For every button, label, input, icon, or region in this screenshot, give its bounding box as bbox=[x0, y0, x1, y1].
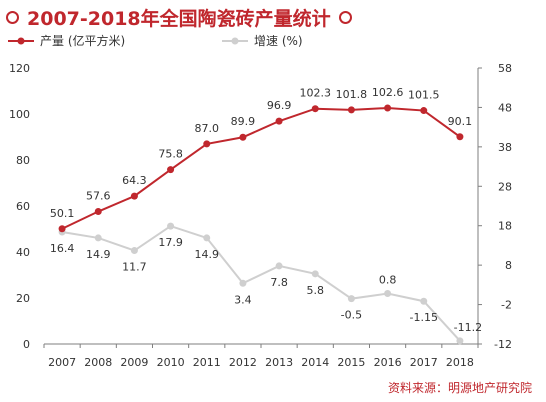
growth-series-line bbox=[61, 225, 461, 342]
y-left-tick-label: 40 bbox=[16, 246, 30, 259]
growth-point bbox=[94, 234, 102, 242]
y-left-tick-label: 0 bbox=[23, 338, 30, 351]
x-tick-label: 2007 bbox=[48, 356, 76, 369]
y-right-tick-label: 48 bbox=[498, 101, 512, 114]
x-tick-label: 2009 bbox=[120, 356, 148, 369]
production-data-label: 87.0 bbox=[195, 122, 220, 135]
circle-icon bbox=[338, 10, 352, 24]
y-right-tick-label: 28 bbox=[498, 180, 512, 193]
growth-data-label: -0.5 bbox=[341, 309, 362, 322]
growth-point bbox=[167, 222, 175, 230]
y-right-tick-label: 58 bbox=[498, 62, 512, 75]
growth-data-label: 11.7 bbox=[122, 261, 147, 274]
y-left-tick-label: 20 bbox=[16, 292, 30, 305]
x-tick-label: 2011 bbox=[193, 356, 221, 369]
y-right-tick-label: -2 bbox=[501, 299, 512, 312]
production-series-line bbox=[61, 107, 461, 230]
growth-point bbox=[384, 290, 392, 298]
x-tick-label: 2018 bbox=[446, 356, 474, 369]
y-left-tick-label: 120 bbox=[9, 62, 30, 75]
growth-point bbox=[420, 297, 428, 305]
legend-item-growth: 增速 (%) bbox=[222, 32, 303, 49]
production-data-label: 102.6 bbox=[372, 86, 404, 99]
growth-data-label: 7.8 bbox=[270, 276, 288, 289]
legend-line-marker-icon bbox=[222, 37, 248, 44]
legend-line-marker-icon bbox=[8, 37, 34, 44]
production-point bbox=[94, 208, 102, 216]
production-point bbox=[203, 140, 211, 148]
growth-data-label: 5.8 bbox=[307, 284, 325, 297]
production-data-label: 64.3 bbox=[122, 174, 147, 187]
production-point bbox=[384, 104, 392, 112]
growth-data-label: -1.15 bbox=[410, 311, 438, 324]
production-point bbox=[456, 133, 464, 141]
legend-label-production: 产量 (亿平方米) bbox=[40, 34, 126, 48]
x-tick-label: 2013 bbox=[265, 356, 293, 369]
x-tick-label: 2015 bbox=[337, 356, 365, 369]
production-data-label: 89.9 bbox=[231, 115, 256, 128]
y-right-tick-label: -12 bbox=[494, 338, 512, 351]
source-note: 资料来源：明源地产研究院 bbox=[387, 381, 532, 395]
growth-point bbox=[311, 270, 319, 278]
growth-point bbox=[130, 247, 138, 255]
production-data-label: 101.8 bbox=[336, 88, 368, 101]
growth-data-label: 16.4 bbox=[50, 242, 75, 255]
production-point bbox=[311, 105, 319, 113]
production-point bbox=[347, 106, 355, 114]
production-data-label: 50.1 bbox=[50, 207, 75, 220]
x-tick-label: 2017 bbox=[410, 356, 438, 369]
y-right-tick-label: 8 bbox=[505, 259, 512, 272]
production-point bbox=[58, 225, 66, 233]
x-tick-label: 2012 bbox=[229, 356, 257, 369]
x-tick-label: 2008 bbox=[84, 356, 112, 369]
growth-data-label: 3.4 bbox=[234, 293, 252, 306]
production-point bbox=[239, 133, 247, 141]
y-left-tick-label: 80 bbox=[16, 154, 30, 167]
growth-data-label: 0.8 bbox=[379, 274, 397, 287]
y-right-tick-label: 18 bbox=[498, 220, 512, 233]
growth-point bbox=[456, 337, 464, 345]
production-data-label: 90.1 bbox=[448, 115, 473, 128]
circle-icon bbox=[6, 10, 19, 24]
production-data-label: 57.6 bbox=[86, 190, 111, 203]
chart-title: 2007-2018年全国陶瓷砖产量统计 bbox=[6, 2, 352, 32]
production-point bbox=[275, 117, 283, 125]
x-tick-label: 2014 bbox=[301, 356, 329, 369]
y-left-tick-label: 60 bbox=[16, 200, 30, 213]
production-data-label: 102.3 bbox=[300, 87, 332, 100]
production-data-label: 101.5 bbox=[408, 89, 440, 102]
production-data-label: 75.8 bbox=[158, 148, 183, 161]
growth-data-label: 14.9 bbox=[195, 248, 220, 261]
y-right-tick-label: 38 bbox=[498, 141, 512, 154]
production-data-label: 96.9 bbox=[267, 99, 292, 112]
growth-point bbox=[239, 279, 247, 287]
growth-data-label: -11.2 bbox=[454, 321, 482, 334]
production-point bbox=[130, 192, 138, 200]
growth-data-label: 14.9 bbox=[86, 248, 111, 261]
y-left-tick-label: 100 bbox=[9, 108, 30, 121]
growth-point bbox=[203, 234, 211, 242]
growth-data-label: 17.9 bbox=[158, 236, 183, 249]
legend-label-growth: 增速 (%) bbox=[254, 34, 303, 48]
legend-item-production: 产量 (亿平方米) bbox=[8, 32, 125, 49]
growth-point bbox=[347, 295, 355, 303]
production-point bbox=[167, 166, 175, 174]
production-point bbox=[420, 107, 428, 115]
x-tick-label: 2010 bbox=[157, 356, 185, 369]
x-tick-label: 2016 bbox=[374, 356, 402, 369]
growth-point bbox=[275, 262, 283, 270]
chart-title-text: 2007-2018年全国陶瓷砖产量统计 bbox=[27, 7, 331, 30]
